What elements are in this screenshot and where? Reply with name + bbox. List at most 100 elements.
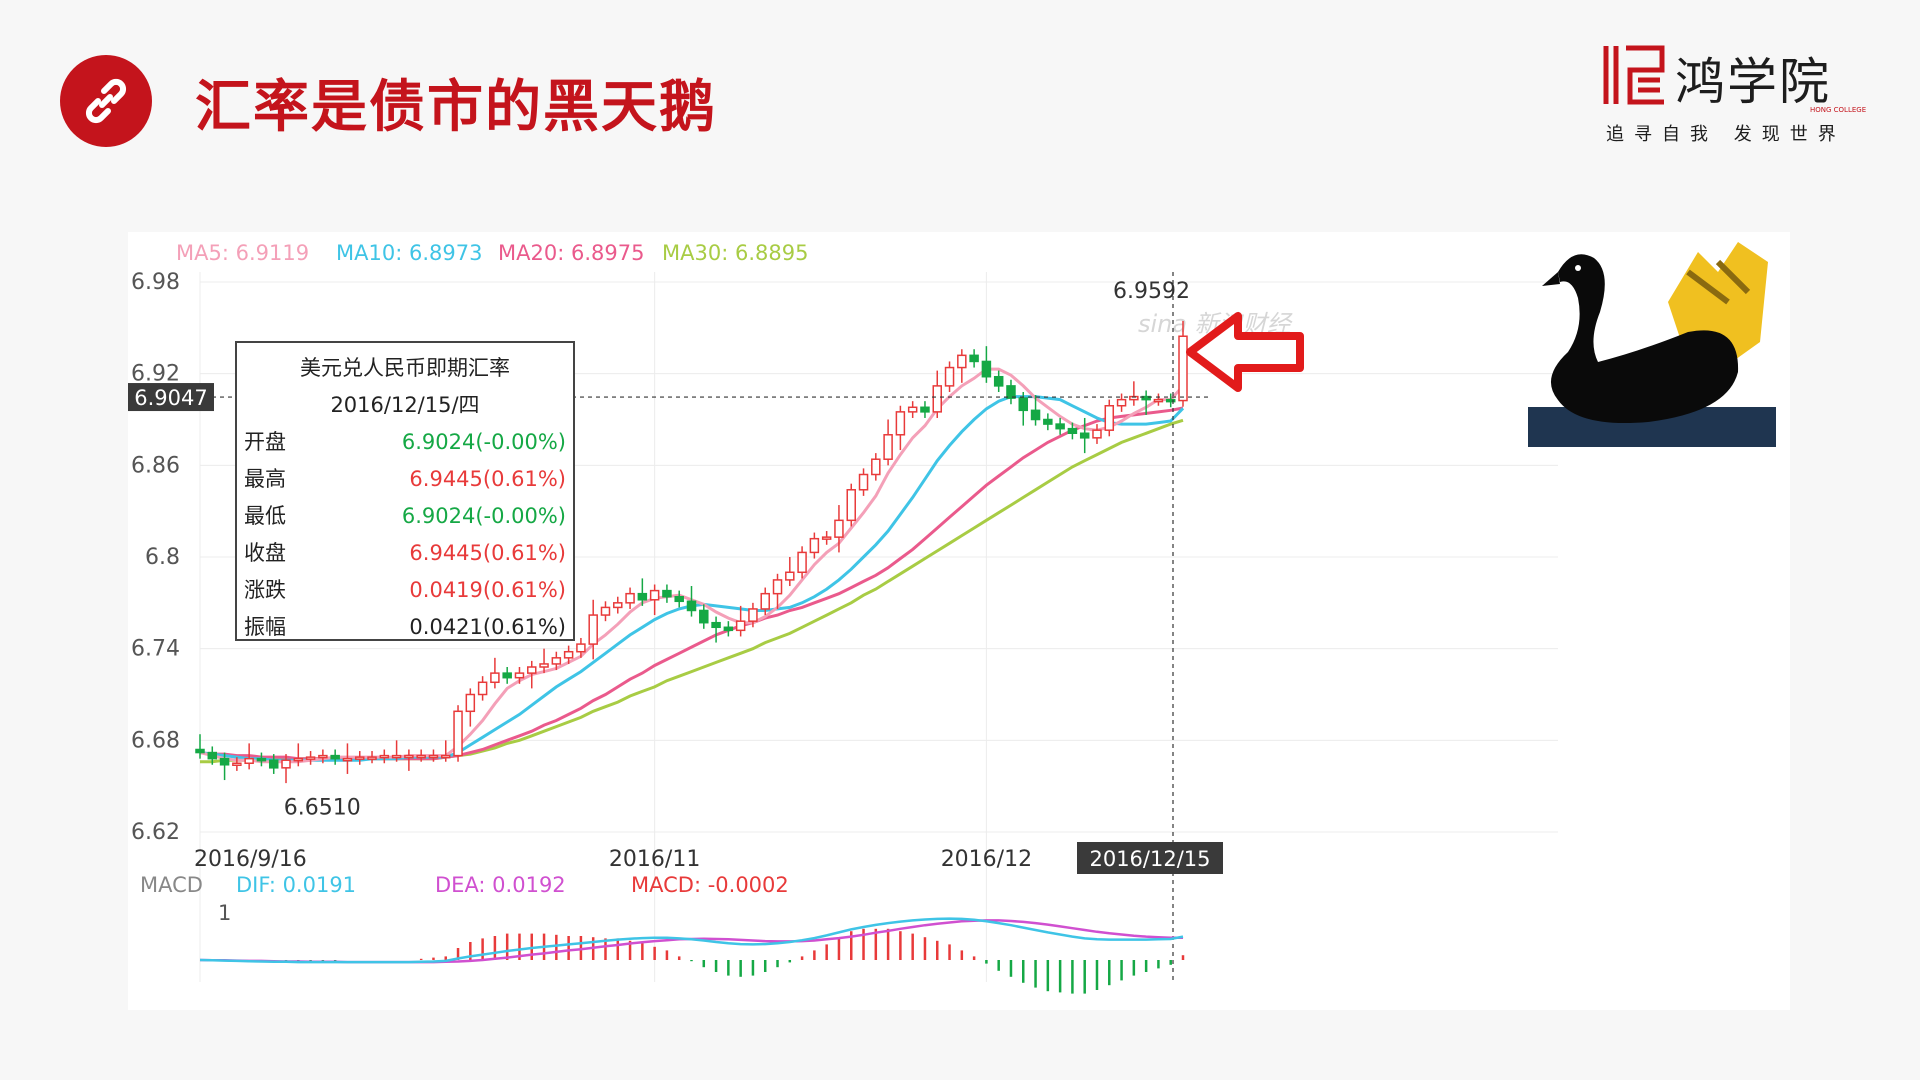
candle (662, 584, 672, 603)
candle (871, 453, 881, 481)
candle-body (834, 519, 844, 538)
candle (576, 637, 586, 658)
candle-body (391, 754, 402, 759)
candle (932, 370, 942, 418)
cursor-date-box (1077, 842, 1223, 874)
candle-body (490, 672, 500, 684)
macd-dif-line (199, 917, 1184, 964)
candle-body (1030, 409, 1041, 421)
candle-body (342, 757, 353, 762)
candle (293, 743, 304, 767)
candle (735, 605, 746, 637)
candle-body (1153, 398, 1164, 403)
candle-body (330, 754, 340, 760)
candle-body (846, 489, 856, 522)
candle (1178, 320, 1188, 407)
candle-body (588, 614, 598, 645)
candle (477, 676, 488, 701)
candle-body (748, 608, 758, 622)
candle-body (797, 551, 807, 574)
candle (268, 754, 279, 774)
candle (490, 657, 500, 689)
usdcny-candlestick-chart: sina 新浪财经 6.986.926.866.86.746.686.62 20… (128, 241, 1776, 994)
tooltip-row-value-1: 6.9445(0.61%) (409, 467, 566, 491)
x-tick-label-1: 2016/11 (609, 847, 700, 872)
macd-panel: MACD DIF: 0.0191 DEA: 0.0192 MACD: -0.0002 1 (140, 873, 1185, 994)
candle-body (1141, 395, 1151, 401)
candle (527, 660, 537, 689)
candle-body (502, 672, 512, 679)
candle (858, 468, 869, 496)
macd-axis-label: 1 (218, 901, 231, 925)
candle (281, 754, 291, 784)
candle (379, 749, 390, 764)
candle (883, 419, 893, 466)
candle-body (416, 754, 426, 759)
y-tick-label-1: 6.92 (131, 362, 180, 387)
tooltip-row-label-1: 最高 (244, 467, 286, 491)
candle-body (1079, 432, 1090, 439)
candle-body (514, 672, 525, 679)
candle-body (625, 592, 635, 604)
candle-body (760, 592, 770, 610)
tooltip-row-label-2: 最低 (244, 504, 286, 528)
candle-body (920, 406, 930, 413)
black-swan-icon (1550, 254, 1739, 424)
candle (305, 751, 316, 765)
candle (1067, 422, 1078, 440)
candle (981, 346, 992, 383)
candle-body (735, 620, 746, 632)
candle-body (404, 754, 414, 759)
candle (195, 734, 205, 759)
candle-body (207, 751, 218, 760)
candle (428, 749, 439, 762)
tooltip-row-label-5: 振幅 (244, 615, 286, 639)
candle (637, 578, 648, 606)
candle (1079, 417, 1090, 454)
candle-body (563, 650, 574, 659)
candle-body (907, 406, 918, 413)
logo-slogan: 追寻自我 发现世界 (1606, 124, 1846, 145)
candle (785, 557, 795, 587)
tooltip-row-value-2: 6.9024(-0.00%) (402, 504, 566, 528)
macd-dea-label: DEA: 0.0192 (435, 873, 566, 897)
candle-body (367, 756, 377, 760)
candle-body (244, 757, 254, 765)
tooltip-row-value-0: 6.9024(-0.00%) (402, 430, 566, 454)
candle (219, 752, 230, 781)
tooltip-row-label-4: 涨跌 (244, 578, 286, 602)
candle-body (957, 354, 967, 369)
x-axis-labels: 2016/9/16 2016/11 2016/12 (194, 847, 1032, 872)
candle (207, 746, 218, 765)
candle (760, 587, 770, 616)
candle-body (305, 756, 316, 760)
x-tick-label-0: 2016/9/16 (194, 847, 307, 872)
candle-body (981, 360, 992, 378)
macd-value-label: MACD: -0.0002 (631, 873, 789, 897)
candle-body (637, 592, 648, 601)
candle-body (969, 354, 979, 363)
ma-legend-ma5: MA5: 6.9119 (176, 241, 309, 265)
candle-body (477, 681, 488, 696)
candle-body (428, 754, 439, 759)
candle-body (441, 754, 451, 759)
candle (1092, 424, 1102, 444)
candle-body (785, 571, 795, 581)
candle (969, 349, 979, 368)
candle (1116, 393, 1127, 412)
y-tick-label-5: 6.68 (131, 728, 180, 753)
candle (441, 740, 451, 762)
tooltip-row-value-4: 0.0419(0.61%) (409, 578, 566, 602)
candle-body (600, 606, 611, 616)
cursor-date-label: 2016/12/15 (1089, 847, 1210, 871)
tooltip-date: 2016/12/15/四 (330, 393, 479, 417)
candle-body (1018, 397, 1029, 412)
red-arrow-icon (1186, 312, 1304, 392)
candle-body (293, 757, 304, 762)
candle-body (932, 385, 942, 413)
slide-title: 汇率是债市的黑天鹅 (195, 74, 717, 140)
candle-body (871, 458, 881, 476)
candle (993, 370, 1004, 392)
tooltip-row-label-0: 开盘 (244, 430, 286, 454)
candle-body (1043, 418, 1053, 425)
